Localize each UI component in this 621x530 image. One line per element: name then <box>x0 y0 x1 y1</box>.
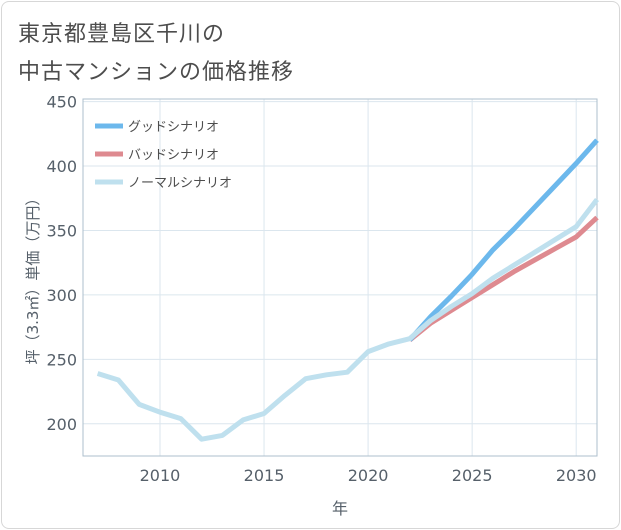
legend-label-2: バッドシナリオ <box>128 148 219 163</box>
y-tick-label: 200 <box>46 415 77 434</box>
y-tick-label: 400 <box>46 157 77 176</box>
y-tick-label: 450 <box>46 93 77 112</box>
y-tick-label: 250 <box>46 350 77 369</box>
x-axis-label: 年 <box>332 499 348 518</box>
y-tick-label: 300 <box>46 286 77 305</box>
x-tick-label: 2025 <box>452 466 493 485</box>
chart-title-line-2: 中古マンションの価格推移 <box>18 60 295 85</box>
legend-label-3: ノーマルシナリオ <box>128 176 232 191</box>
x-tick-label: 2020 <box>348 466 389 485</box>
x-tick-label: 2010 <box>140 466 181 485</box>
chart-title-line-1: 東京都豊島区千川の <box>18 22 226 47</box>
legend-label-1: グッドシナリオ <box>128 120 219 135</box>
y-axis-label: 坪（3.3㎡）単価（万円） <box>24 191 42 365</box>
plot-area-border <box>82 98 598 457</box>
y-tick-label: 350 <box>46 221 77 240</box>
series-line-1 <box>407 138 599 342</box>
x-tick-label: 2015 <box>244 466 285 485</box>
x-tick-label: 2030 <box>556 466 597 485</box>
series-line-3 <box>96 197 599 442</box>
series-line-2 <box>408 215 599 342</box>
